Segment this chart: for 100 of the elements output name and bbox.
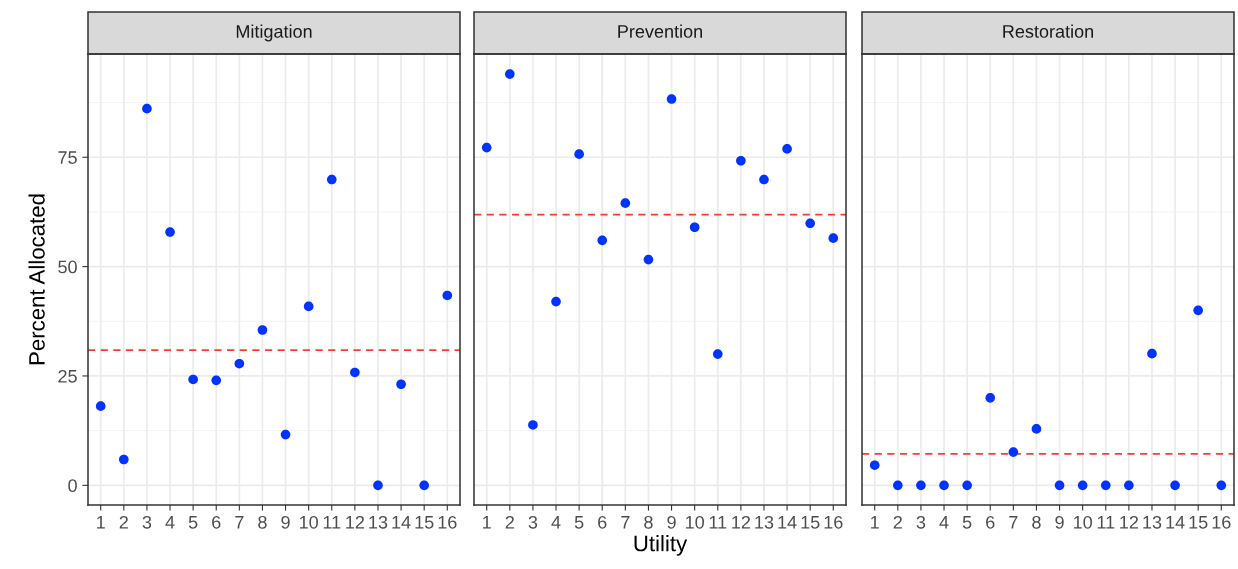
point	[869, 460, 880, 470]
point	[1216, 480, 1227, 491]
y-tick-label: 50	[58, 260, 77, 274]
x-tick-label: 9	[667, 515, 676, 529]
x-tick-label: 7	[621, 516, 630, 529]
point	[350, 367, 360, 378]
point	[985, 393, 996, 403]
point	[373, 480, 383, 491]
chart-title: Prevention	[618, 24, 702, 38]
x-tick-label: 8	[258, 515, 267, 529]
x-tick-label: 6	[986, 515, 995, 529]
x-tick-label: 3	[916, 515, 926, 529]
point	[1170, 480, 1180, 491]
point	[1100, 480, 1111, 491]
x-tick-label: 10	[1073, 515, 1092, 529]
point	[280, 429, 291, 440]
x-tick-label: 14	[392, 516, 411, 529]
x-tick-label: 13	[1143, 515, 1162, 529]
x-tick-label: 16	[438, 515, 457, 529]
x-tick-label: 3	[528, 515, 538, 529]
x-tick-label: 10	[299, 515, 318, 529]
x-tick-label: 15	[415, 516, 434, 529]
x-tick-label: 1	[97, 516, 105, 529]
point	[419, 480, 429, 491]
point	[689, 222, 700, 233]
point	[1008, 447, 1019, 457]
x-tick-label: 6	[598, 515, 607, 529]
point	[442, 290, 453, 301]
point	[1193, 305, 1203, 316]
x-tick-label: 7	[1009, 516, 1018, 529]
point	[962, 480, 972, 491]
x-tick-label: 14	[778, 516, 797, 529]
point	[1124, 480, 1134, 491]
x-tick-label: 16	[824, 515, 843, 529]
x-tick-label: 15	[801, 516, 820, 529]
point	[142, 103, 152, 114]
point	[119, 454, 129, 465]
chart-title: Mitigation	[236, 24, 312, 42]
x-tick-label: 12	[732, 515, 751, 529]
x-tick-label: 8	[644, 515, 653, 529]
point	[1031, 424, 1042, 434]
x-tick-label: 15	[1189, 516, 1208, 529]
point	[782, 144, 792, 154]
x-tick-label: 2	[893, 515, 902, 529]
point	[916, 480, 926, 491]
x-tick-label: 4	[551, 516, 561, 529]
y-tick-label: 75	[58, 151, 77, 164]
point	[620, 198, 631, 208]
point	[234, 358, 245, 369]
x-tick-label: 16	[1212, 515, 1231, 529]
point	[303, 301, 314, 312]
x-tick-label: 10	[685, 515, 704, 529]
x-tick-label: 9	[1055, 515, 1064, 529]
point	[257, 325, 268, 335]
point	[574, 149, 584, 159]
x-tick-label: 4	[165, 516, 175, 529]
point	[939, 480, 949, 491]
point	[1054, 480, 1065, 491]
x-tick-label: 12	[1120, 515, 1139, 529]
point	[211, 375, 222, 386]
point	[759, 174, 769, 185]
point	[188, 374, 198, 385]
x-tick-label: 1	[871, 516, 879, 529]
point	[1147, 348, 1157, 359]
x-tick-label: 5	[574, 516, 584, 529]
x-tick-label: 8	[1032, 515, 1041, 529]
x-tick-label: 13	[755, 515, 774, 529]
point	[326, 174, 337, 185]
x-tick-label: 12	[346, 515, 365, 529]
x-tick-label: 4	[939, 516, 949, 529]
x-tick-label: 3	[142, 515, 152, 529]
point	[528, 420, 538, 430]
x-tick-label: 6	[212, 515, 221, 529]
point	[893, 480, 903, 491]
x-tick-label: 11	[323, 516, 341, 529]
y-tick-label: 0	[68, 479, 77, 493]
point	[481, 142, 492, 153]
point	[95, 401, 106, 411]
x-tick-label: 2	[505, 515, 514, 529]
point	[551, 296, 561, 307]
x-tick-label: 9	[281, 515, 290, 529]
point	[805, 218, 815, 229]
point	[597, 235, 608, 246]
x-tick-label: 5	[962, 516, 972, 529]
point	[396, 379, 406, 390]
x-tick-label: 7	[235, 516, 244, 529]
x-tick-label: 11	[709, 516, 727, 529]
point	[828, 233, 839, 243]
chart-title: Restoration	[1003, 24, 1093, 38]
y-tick-label: 25	[58, 369, 77, 383]
x-tick-label: 11	[1097, 516, 1115, 529]
x-tick-label: 2	[119, 515, 128, 529]
x-tick-label: 14	[1166, 516, 1185, 529]
x-tick-label: 1	[483, 516, 491, 529]
point	[736, 155, 746, 166]
point	[712, 349, 723, 359]
point	[1077, 480, 1088, 491]
point	[666, 94, 677, 104]
point	[505, 69, 515, 79]
x-axis-title: Utility	[634, 535, 688, 556]
